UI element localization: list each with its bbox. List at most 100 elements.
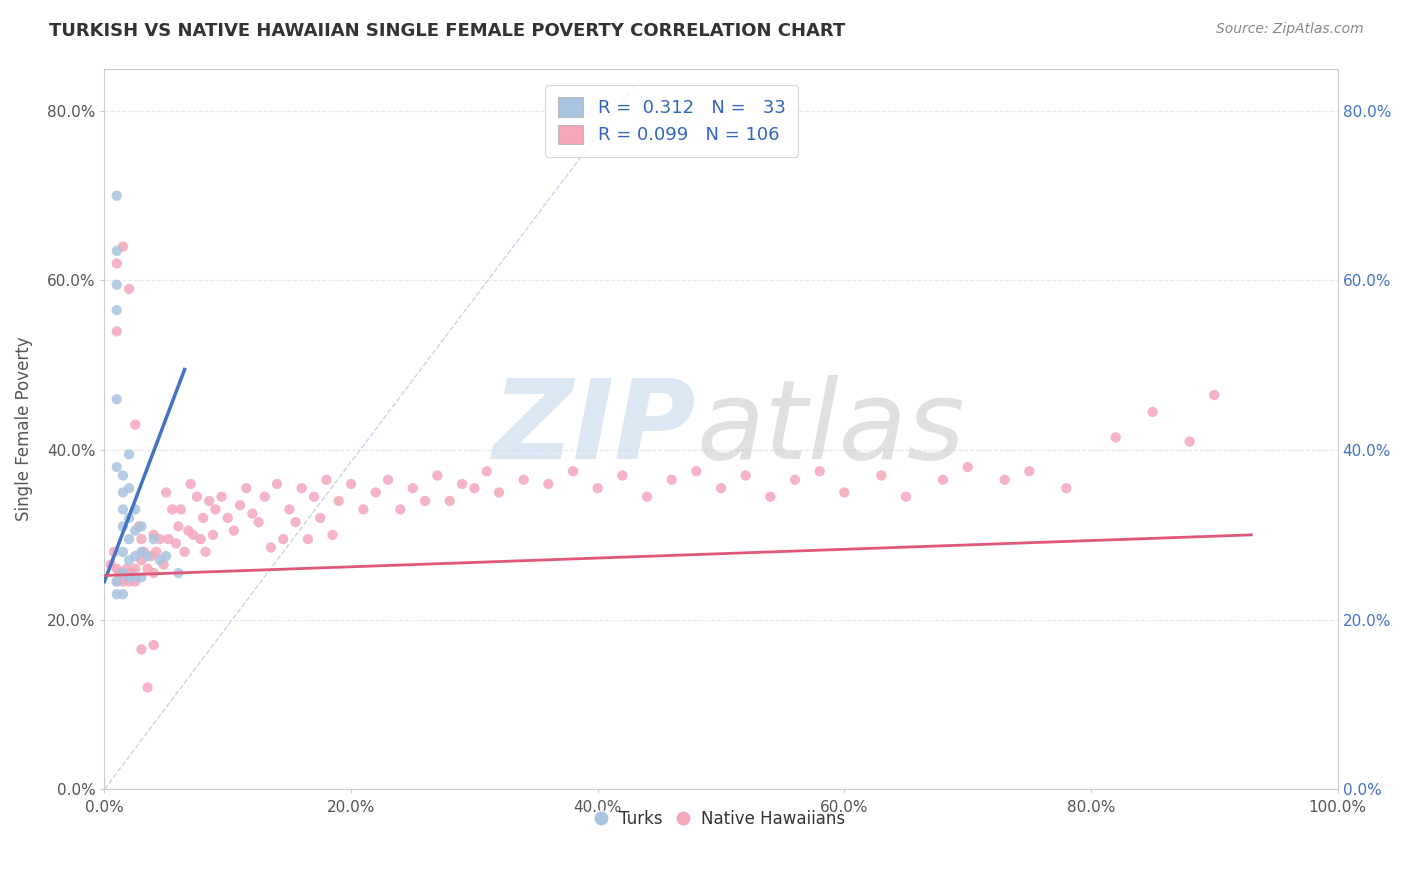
Point (105, 324, 128, 338)
Point (118, 574, 141, 589)
Point (131, 642, 153, 657)
Point (105, 188, 128, 202)
Point (242, 507, 264, 521)
Point (162, 502, 184, 516)
Point (181, 528, 204, 542)
Point (302, 490, 325, 504)
Point (142, 638, 165, 652)
Point (297, 532, 319, 546)
Point (118, 553, 141, 567)
Point (118, 566, 141, 580)
Point (118, 481, 141, 495)
Point (956, 460, 979, 475)
Point (352, 502, 374, 516)
Point (105, 277, 128, 292)
Point (111, 468, 134, 483)
Point (253, 490, 276, 504)
Point (340, 477, 363, 491)
Point (105, 460, 128, 475)
Point (1054, 481, 1077, 495)
Text: Source: ZipAtlas.com: Source: ZipAtlas.com (1216, 22, 1364, 37)
Point (1104, 430, 1126, 444)
Point (894, 490, 917, 504)
Point (105, 244, 128, 258)
Point (170, 502, 193, 516)
Point (191, 511, 214, 525)
Point (247, 515, 270, 529)
Y-axis label: Single Female Poverty: Single Female Poverty (15, 336, 32, 521)
Point (145, 545, 167, 559)
Text: atlas: atlas (696, 376, 965, 483)
Point (165, 536, 187, 550)
Point (111, 519, 134, 533)
Point (124, 417, 146, 432)
Point (111, 239, 134, 253)
Point (149, 553, 172, 567)
Point (141, 549, 163, 563)
Legend: Turks, Native Hawaiians: Turks, Native Hawaiians (591, 804, 852, 835)
Point (105, 303, 128, 318)
Point (173, 545, 195, 559)
Point (111, 587, 134, 601)
Point (661, 473, 683, 487)
Point (994, 473, 1017, 487)
Point (759, 490, 782, 504)
Point (186, 490, 208, 504)
Point (128, 519, 150, 533)
Text: TURKISH VS NATIVE HAWAIIAN SINGLE FEMALE POVERTY CORRELATION CHART: TURKISH VS NATIVE HAWAIIAN SINGLE FEMALE… (49, 22, 845, 40)
Point (1204, 388, 1226, 402)
Point (260, 541, 283, 555)
Point (636, 490, 658, 504)
Point (1142, 405, 1164, 419)
Point (142, 528, 165, 542)
Point (278, 502, 301, 516)
Point (229, 498, 252, 512)
Point (100, 558, 122, 572)
Point (426, 468, 449, 483)
Point (1178, 434, 1201, 449)
Point (201, 528, 224, 542)
Point (167, 519, 190, 533)
Point (136, 681, 159, 695)
Point (118, 282, 141, 296)
Point (463, 481, 485, 495)
Point (157, 532, 180, 546)
Point (328, 494, 350, 508)
Point (451, 477, 474, 491)
Point (131, 570, 153, 584)
Point (105, 562, 128, 576)
Point (1018, 464, 1040, 478)
Point (217, 511, 239, 525)
Point (167, 566, 190, 580)
Text: ZIP: ZIP (494, 376, 696, 483)
Point (309, 511, 332, 525)
Point (211, 490, 233, 504)
Point (537, 477, 560, 491)
Point (685, 464, 707, 478)
Point (118, 570, 141, 584)
Point (155, 485, 177, 500)
Point (512, 473, 534, 487)
Point (152, 558, 174, 572)
Point (834, 485, 856, 500)
Point (111, 502, 134, 516)
Point (124, 562, 146, 576)
Point (562, 464, 585, 478)
Point (180, 477, 202, 491)
Point (105, 574, 128, 589)
Point (322, 528, 344, 542)
Point (402, 481, 425, 495)
Point (389, 502, 412, 516)
Point (136, 562, 159, 576)
Point (131, 532, 153, 546)
Point (132, 545, 155, 559)
Point (124, 502, 146, 516)
Point (149, 532, 172, 546)
Point (783, 473, 806, 487)
Point (266, 477, 288, 491)
Point (177, 524, 200, 538)
Point (439, 494, 461, 508)
Point (124, 570, 146, 584)
Point (111, 566, 134, 580)
Point (586, 481, 609, 495)
